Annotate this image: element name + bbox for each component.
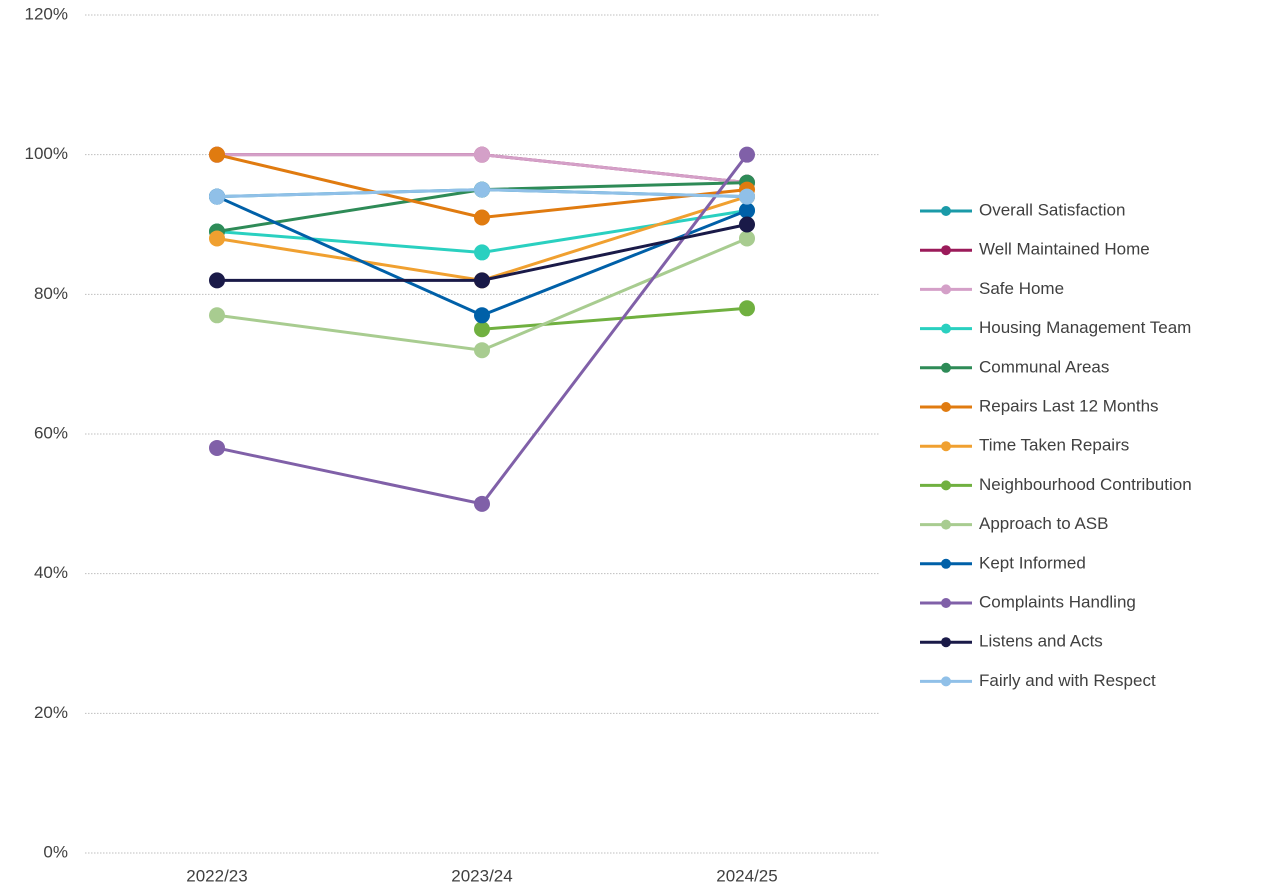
legend-marker (941, 323, 951, 334)
data-point (474, 146, 490, 163)
legend-marker (941, 206, 951, 216)
data-point (209, 230, 225, 247)
y-tick-label: 20% (34, 703, 68, 722)
y-tick-label: 0% (43, 842, 68, 861)
data-point (474, 181, 490, 198)
data-point (739, 202, 755, 219)
data-point (474, 495, 490, 512)
legend-label: Complaints Handling (979, 592, 1136, 611)
legend-label: Approach to ASB (979, 514, 1108, 533)
data-point (474, 244, 490, 261)
data-point (474, 272, 490, 289)
legend-marker (941, 558, 951, 569)
legend-label: Kept Informed (979, 553, 1086, 572)
legend-label: Listens and Acts (979, 632, 1103, 651)
legend-label: Communal Areas (979, 357, 1109, 376)
legend-marker (941, 598, 951, 608)
data-point (209, 188, 225, 205)
legend-marker (941, 284, 951, 295)
legend-label: Repairs Last 12 Months (979, 396, 1159, 415)
legend-marker (941, 441, 951, 452)
data-point (739, 188, 755, 205)
legend-label: Neighbourhood Contribution (979, 475, 1192, 494)
data-point (474, 321, 490, 338)
x-tick-label: 2023/24 (451, 866, 512, 885)
legend-marker (941, 245, 951, 256)
legend-label: Well Maintained Home (979, 240, 1150, 259)
data-point (739, 230, 755, 247)
legend-label: Overall Satisfaction (979, 200, 1125, 219)
data-point (209, 146, 225, 163)
data-point (739, 146, 755, 163)
y-tick-label: 60% (34, 423, 68, 442)
series-line (481, 306, 748, 331)
y-tick-label: 120% (25, 4, 68, 23)
x-tick-label: 2024/25 (716, 866, 777, 885)
data-point (739, 216, 755, 233)
data-point (474, 342, 490, 359)
legend-label: Fairly and with Respect (979, 671, 1156, 690)
legend-marker (941, 676, 951, 687)
data-point (739, 300, 755, 317)
data-point (474, 209, 490, 226)
legend-label: Housing Management Team (979, 318, 1191, 337)
legend-marker (941, 480, 951, 491)
data-point (209, 272, 225, 289)
data-point (474, 307, 490, 324)
y-tick-label: 100% (25, 144, 68, 163)
legend-label: Safe Home (979, 279, 1064, 298)
x-tick-label: 2022/23 (186, 866, 247, 885)
legend-marker (941, 362, 951, 373)
legend-label: Time Taken Repairs (979, 436, 1129, 455)
legend-marker (941, 402, 951, 412)
data-point (209, 307, 225, 324)
y-tick-label: 80% (34, 284, 68, 303)
data-point (209, 439, 225, 456)
y-tick-label: 40% (34, 563, 68, 582)
legend-marker (941, 637, 951, 648)
legend-marker (941, 519, 951, 530)
